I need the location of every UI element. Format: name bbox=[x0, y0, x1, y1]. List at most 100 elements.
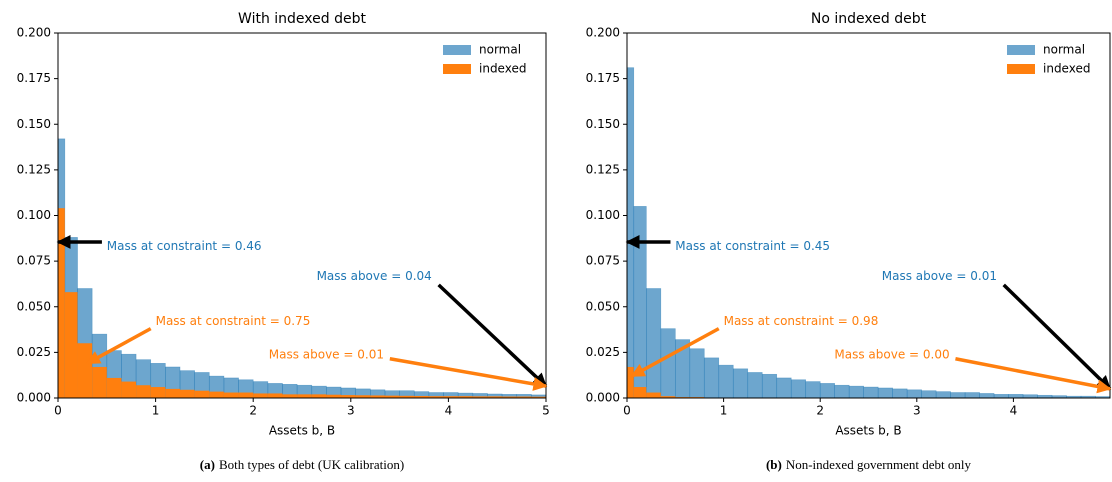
histogram-bar bbox=[906, 389, 922, 399]
x-tick-label: 2 bbox=[249, 404, 257, 418]
x-tick-label: 1 bbox=[720, 404, 728, 418]
y-tick-label: 0.000 bbox=[586, 391, 620, 405]
histogram-bar bbox=[660, 328, 676, 399]
y-tick-label: 0.050 bbox=[586, 299, 620, 313]
y-tick-label: 0.125 bbox=[586, 162, 620, 176]
histogram-bar bbox=[747, 372, 763, 399]
y-tick-label: 0.175 bbox=[17, 71, 51, 85]
annotation: Mass above = 0.01 bbox=[269, 348, 384, 362]
histogram-bar bbox=[472, 396, 488, 398]
histogram-bar bbox=[703, 357, 720, 399]
histogram-bar bbox=[979, 393, 995, 399]
legend-label: normal bbox=[1043, 43, 1085, 57]
histogram-bar bbox=[341, 395, 356, 398]
histogram-bar bbox=[718, 364, 734, 399]
caption-text: Both types of debt (UK calibration) bbox=[219, 457, 404, 472]
annotation-arrow bbox=[389, 357, 548, 391]
annotation: Mass above = 0.00 bbox=[834, 348, 949, 362]
annotation-arrow bbox=[437, 283, 548, 388]
histogram-bar bbox=[150, 387, 166, 398]
x-axis-label: Assets b, B bbox=[835, 424, 901, 438]
legend-swatch bbox=[443, 64, 471, 74]
histogram-bar bbox=[964, 392, 980, 399]
annotation: Mass at constraint = 0.75 bbox=[156, 314, 311, 328]
histogram-bar bbox=[626, 67, 635, 399]
histogram-bar bbox=[1008, 394, 1024, 399]
histogram-bar bbox=[502, 396, 517, 398]
histogram-bar bbox=[627, 366, 634, 398]
histogram-bar bbox=[238, 392, 254, 398]
legend-swatch bbox=[1007, 64, 1035, 74]
histogram-bar bbox=[209, 391, 224, 398]
histogram-bar bbox=[370, 395, 385, 398]
caption: (b) Non-indexed government debt only bbox=[766, 457, 972, 472]
histogram-bar bbox=[311, 394, 327, 398]
y-tick-label: 0.075 bbox=[17, 254, 51, 268]
histogram-bar bbox=[399, 395, 415, 398]
y-tick-label: 0.125 bbox=[17, 162, 51, 176]
x-tick-label: 1 bbox=[152, 404, 160, 418]
chart-title: With indexed debt bbox=[238, 11, 366, 27]
histogram-bar bbox=[487, 396, 503, 398]
x-tick-label: 0 bbox=[623, 404, 631, 418]
y-tick-label: 0.100 bbox=[586, 208, 620, 222]
annotation-arrow bbox=[630, 327, 720, 378]
histogram-bar bbox=[761, 373, 778, 399]
histogram-bar bbox=[92, 366, 107, 398]
histogram-bar bbox=[458, 396, 473, 398]
legend-label: indexed bbox=[1043, 62, 1090, 76]
histogram-bar bbox=[121, 381, 137, 398]
histogram-bar bbox=[384, 395, 400, 398]
caption-text: Non-indexed government debt only bbox=[786, 457, 972, 472]
histogram-bar bbox=[848, 385, 864, 399]
histogram-bar bbox=[180, 389, 195, 398]
y-tick-label: 0.000 bbox=[17, 391, 51, 405]
annotation-arrow bbox=[1002, 283, 1112, 391]
y-tick-label: 0.200 bbox=[586, 26, 620, 40]
histogram-bar bbox=[877, 387, 893, 399]
histogram-bar bbox=[106, 377, 122, 398]
legend-label: indexed bbox=[479, 62, 526, 76]
histogram-bar bbox=[194, 390, 210, 398]
histogram-bar bbox=[935, 391, 951, 399]
histogram-bar bbox=[326, 394, 342, 398]
histogram-bar bbox=[428, 396, 444, 398]
histogram-bar bbox=[776, 377, 792, 399]
histogram-bar bbox=[689, 348, 705, 399]
x-tick-label: 4 bbox=[1010, 404, 1018, 418]
histogram-bar bbox=[136, 385, 151, 398]
caption-label: (a) bbox=[200, 457, 215, 472]
histogram-bar bbox=[443, 396, 459, 398]
x-tick-label: 4 bbox=[445, 404, 453, 418]
histogram-bar bbox=[64, 292, 78, 398]
legend-swatch bbox=[1007, 45, 1035, 55]
histogram-bar bbox=[819, 383, 835, 399]
y-tick-label: 0.050 bbox=[17, 299, 51, 313]
histogram-bar bbox=[414, 395, 429, 398]
y-tick-label: 0.075 bbox=[586, 254, 620, 268]
histogram-bar bbox=[165, 388, 180, 398]
y-tick-label: 0.025 bbox=[17, 345, 51, 359]
y-tick-label: 0.025 bbox=[586, 345, 620, 359]
histogram-bar bbox=[516, 396, 532, 398]
histogram-bar bbox=[267, 393, 283, 398]
histogram-bar bbox=[58, 208, 65, 398]
annotation: Mass at constraint = 0.45 bbox=[675, 239, 830, 253]
legend-swatch bbox=[443, 45, 471, 55]
x-tick-label: 2 bbox=[816, 404, 824, 418]
histogram-bar bbox=[834, 384, 850, 399]
histogram-bar bbox=[892, 388, 908, 399]
histogram-bar bbox=[732, 368, 749, 399]
histogram-bar bbox=[223, 392, 239, 398]
x-tick-label: 3 bbox=[347, 404, 355, 418]
histogram-bar bbox=[660, 396, 676, 398]
chart-title: No indexed debt bbox=[811, 11, 927, 27]
annotation: Mass above = 0.04 bbox=[317, 269, 432, 283]
histogram-bar bbox=[282, 394, 298, 398]
y-tick-label: 0.100 bbox=[17, 208, 51, 222]
y-tick-label: 0.175 bbox=[586, 71, 620, 85]
axes-frame bbox=[57, 32, 547, 399]
annotation: Mass above = 0.01 bbox=[882, 269, 997, 283]
histogram-bar bbox=[993, 394, 1009, 399]
